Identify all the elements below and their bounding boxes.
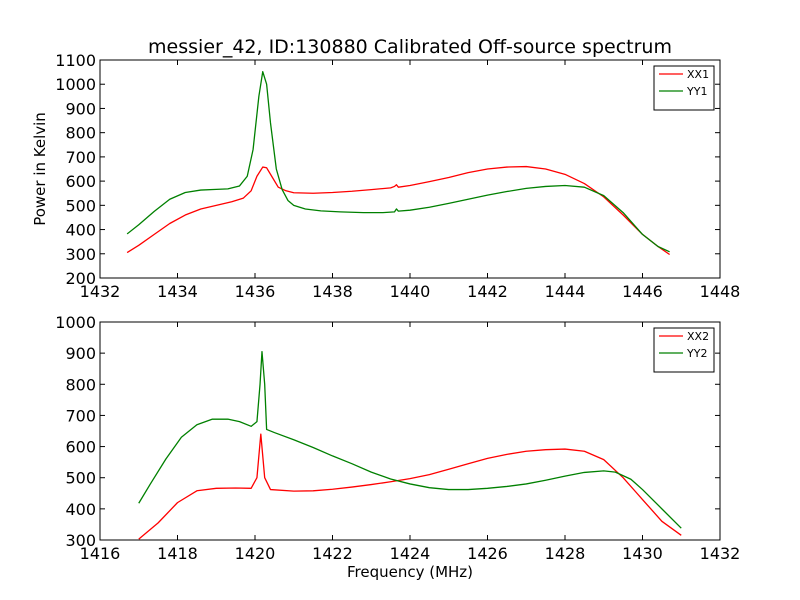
x-tick-label: 1420 bbox=[235, 544, 276, 563]
y-tick-label: 300 bbox=[65, 245, 96, 264]
y-tick-label: 1100 bbox=[55, 51, 96, 70]
y-tick-label: 600 bbox=[65, 172, 96, 191]
x-tick-label: 1426 bbox=[467, 544, 508, 563]
y-tick-label: 900 bbox=[65, 99, 96, 118]
top-panel: 1432 1434 1436 1438 1440 1442 1444 1446 1448 200 3… bbox=[31, 51, 740, 301]
y-tick-label: 400 bbox=[65, 221, 96, 240]
x-tick-label: 1436 bbox=[235, 282, 276, 301]
legend-box bbox=[653, 65, 715, 111]
series-line-xx2 bbox=[138, 433, 682, 540]
y-tick-label: 800 bbox=[65, 124, 96, 143]
x-tick-label: 1442 bbox=[467, 282, 508, 301]
plot-frame bbox=[99, 59, 721, 279]
x-tick-label: 1440 bbox=[390, 282, 431, 301]
x-tick-label: 1428 bbox=[545, 544, 586, 563]
y-tick-label: 700 bbox=[65, 148, 96, 167]
y-tick-label: 900 bbox=[65, 344, 96, 363]
series-line-yy2 bbox=[138, 350, 682, 529]
x-tick-label: 1416 bbox=[80, 544, 121, 563]
x-axis-label: Frequency (MHz) bbox=[347, 563, 473, 581]
y-tick-label: 200 bbox=[65, 269, 96, 288]
x-tick-label: 1432 bbox=[80, 282, 121, 301]
y-tick-label: 500 bbox=[65, 196, 96, 215]
x-tick-label: 1432 bbox=[700, 544, 741, 563]
x-tick-label: 1446 bbox=[622, 282, 663, 301]
plot-frame bbox=[99, 321, 721, 541]
y-tick-label: 1000 bbox=[55, 313, 96, 332]
y-tick-label: 700 bbox=[65, 406, 96, 425]
x-tick-label: 1418 bbox=[157, 544, 198, 563]
x-tick-label: 1424 bbox=[390, 544, 431, 563]
series-line-yy1 bbox=[126, 70, 670, 253]
chart-title: messier_42, ID:130880 Calibrated Off-sou… bbox=[148, 36, 672, 58]
x-tick-label: 1438 bbox=[312, 282, 353, 301]
legend-box bbox=[653, 327, 715, 373]
legend-label-xx2: XX2 bbox=[687, 330, 709, 343]
y-axis-label: Power in Kelvin bbox=[31, 112, 49, 226]
x-tick-label: 1422 bbox=[312, 544, 353, 563]
x-tick-label: 1430 bbox=[622, 544, 663, 563]
y-tick-label: 300 bbox=[65, 531, 96, 550]
x-tick-label: 1434 bbox=[157, 282, 198, 301]
y-tick-label: 600 bbox=[65, 438, 96, 457]
legend-label-xx1: XX1 bbox=[687, 68, 709, 81]
legend-label-yy1: YY1 bbox=[686, 85, 707, 98]
x-tick-label: 1444 bbox=[545, 282, 586, 301]
y-tick-label: 1000 bbox=[55, 75, 96, 94]
y-tick-label: 800 bbox=[65, 375, 96, 394]
x-tick-label: 1448 bbox=[700, 282, 741, 301]
series-line-xx1 bbox=[126, 165, 670, 256]
legend-label-yy2: YY2 bbox=[686, 347, 707, 360]
bottom-panel: 1416 1418 1420 1422 1424 1426 1428 1430 1432 300 4… bbox=[55, 313, 740, 581]
y-tick-label: 500 bbox=[65, 469, 96, 488]
y-tick-label: 400 bbox=[65, 500, 96, 519]
